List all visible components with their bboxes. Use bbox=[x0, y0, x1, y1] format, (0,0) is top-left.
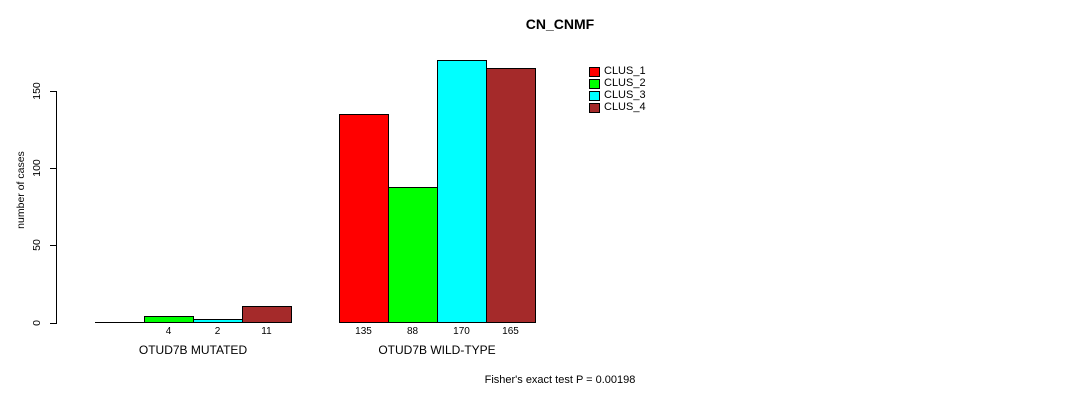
y-axis-label: number of cases bbox=[15, 151, 27, 229]
category-label-otud7b-mutated: OTUD7B MUTATED bbox=[138, 343, 248, 357]
legend-swatch-clus-1 bbox=[589, 66, 600, 77]
bar-value-label: 165 bbox=[502, 326, 519, 337]
legend-item-clus-2: CLUS_2 bbox=[589, 78, 646, 89]
legend-swatch-clus-4 bbox=[589, 102, 600, 113]
legend-item-clus-1: CLUS_1 bbox=[589, 66, 646, 77]
legend-item-clus-4: CLUS_4 bbox=[589, 102, 646, 113]
y-axis-tick-label: 50 bbox=[31, 239, 43, 251]
legend-label: CLUS_3 bbox=[604, 89, 646, 101]
fisher-test-annotation: Fisher's exact test P = 0.00198 bbox=[484, 374, 636, 386]
bar-value-label: 4 bbox=[165, 326, 172, 337]
legend-item-clus-3: CLUS_3 bbox=[589, 90, 646, 101]
legend-label: CLUS_1 bbox=[604, 65, 646, 77]
y-axis-tick-label: 150 bbox=[31, 82, 43, 100]
legend-swatch-clus-2 bbox=[589, 78, 600, 89]
bar-clus-4-otud7b-wild-type bbox=[486, 68, 536, 323]
chart-title: CN_CNMF bbox=[525, 16, 595, 32]
y-axis-tick bbox=[50, 245, 57, 246]
legend-swatch-clus-3 bbox=[589, 90, 600, 101]
y-axis-tick bbox=[50, 323, 57, 324]
bar-value-label: 2 bbox=[214, 326, 221, 337]
legend-label: CLUS_2 bbox=[604, 77, 646, 89]
bar-clus-3-otud7b-wild-type bbox=[437, 60, 487, 323]
bar-value-label: 88 bbox=[406, 326, 419, 337]
y-axis-tick-label: 100 bbox=[31, 159, 43, 177]
y-axis-tick-label: 0 bbox=[31, 320, 43, 326]
bar-clus-1-otud7b-mutated bbox=[95, 322, 145, 323]
legend-label: CLUS_4 bbox=[604, 101, 646, 113]
bar-value-label: 11 bbox=[261, 326, 272, 337]
y-axis-tick bbox=[50, 91, 57, 92]
bar-value-label: 170 bbox=[453, 326, 470, 337]
bar-clus-1-otud7b-wild-type bbox=[339, 114, 389, 323]
bar-clus-2-otud7b-mutated bbox=[144, 316, 194, 323]
category-label-otud7b-wild-type: OTUD7B WILD-TYPE bbox=[378, 343, 496, 357]
y-axis-tick bbox=[50, 168, 57, 169]
bar-value-label: 135 bbox=[355, 326, 372, 337]
y-axis-line bbox=[56, 91, 57, 324]
bar-clus-3-otud7b-mutated bbox=[193, 319, 243, 323]
bar-clus-4-otud7b-mutated bbox=[242, 306, 292, 323]
bar-clus-2-otud7b-wild-type bbox=[388, 187, 438, 323]
